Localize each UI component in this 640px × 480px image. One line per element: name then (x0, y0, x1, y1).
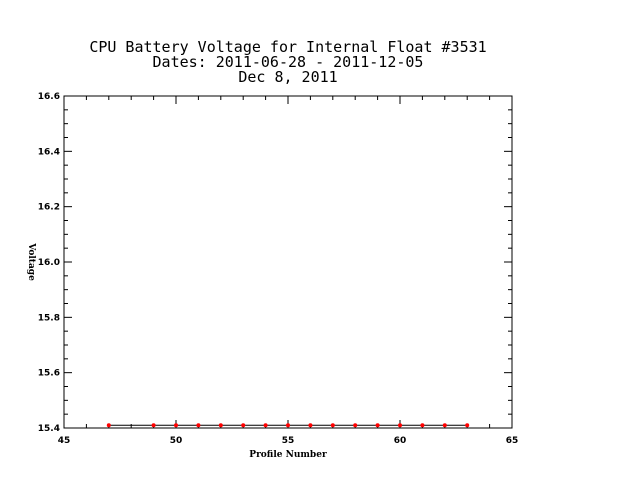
y-tick-label: 15.4 (38, 424, 60, 434)
y-tick-label: 15.8 (38, 313, 60, 323)
y-tick-label: 16.0 (38, 258, 60, 268)
y-tick-label: 16.2 (38, 203, 60, 213)
y-axis-ticks (64, 95, 512, 429)
y-axis-label: Voltage (26, 242, 36, 281)
data-point (241, 423, 246, 428)
y-tick-label: 16.6 (38, 92, 60, 102)
data-point (420, 423, 425, 428)
y-tick-label: 16.4 (38, 147, 60, 157)
data-point (263, 423, 268, 428)
series-group (106, 423, 470, 428)
x-axis-tick-labels: 45 50 55 60 65 (58, 436, 519, 446)
data-point (308, 423, 313, 428)
x-tick-label: 60 (394, 436, 407, 446)
data-point (174, 423, 178, 428)
x-axis-ticks (63, 96, 513, 428)
x-tick-label: 50 (170, 436, 183, 446)
data-point (106, 423, 111, 428)
data-point (442, 423, 447, 428)
x-tick-label: 55 (282, 436, 295, 446)
data-point (330, 423, 335, 428)
x-tick-label: 45 (58, 436, 71, 446)
data-point (465, 423, 470, 428)
data-point (375, 423, 380, 428)
chart-title-line-2: Dates: 2011-06-28 - 2011-12-05 (153, 53, 424, 71)
chart-title-line-1: CPU Battery Voltage for Internal Float #… (89, 38, 486, 56)
x-axis-label: Profile Number (249, 450, 327, 460)
x-tick-label: 65 (506, 436, 519, 446)
data-point (398, 423, 402, 428)
data-point (353, 423, 358, 428)
chart-title-line-3: Dec 8, 2011 (238, 68, 337, 86)
y-axis-tick-labels: 15.4 15.6 15.8 16.0 16.2 16.4 16.6 (38, 92, 60, 434)
data-point (218, 423, 223, 428)
y-tick-label: 15.6 (38, 369, 60, 379)
data-point (286, 423, 290, 428)
plot-area-frame (63, 95, 513, 429)
data-point (151, 423, 156, 428)
chart-title: CPU Battery Voltage for Internal Float #… (89, 38, 486, 86)
data-point (196, 423, 201, 428)
